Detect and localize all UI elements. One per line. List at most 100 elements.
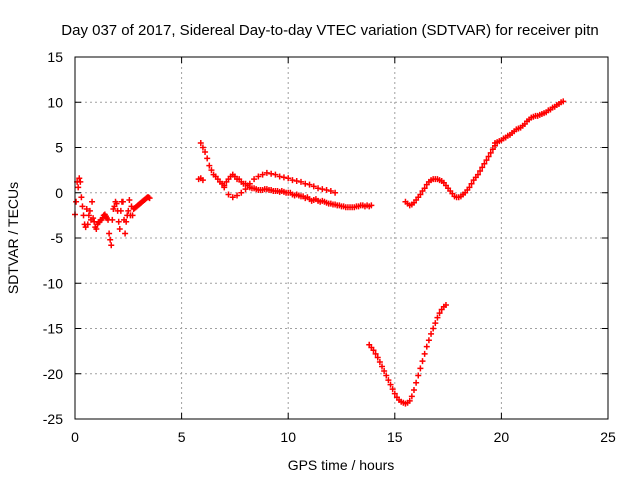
data-point [91,218,98,225]
data-point [107,236,114,243]
data-point [255,173,262,180]
data-point [89,198,96,205]
data-point [119,198,126,205]
y-tick-label: 15 [47,49,63,65]
data-point [75,184,82,191]
data-point [432,320,439,327]
data-point [376,358,383,365]
data-point [272,171,279,178]
data-point [285,175,292,182]
axis-ticks: 0 5 10 15 20 25 -25 -20 -15 -10 -5 0 5 10 15 [43,49,616,445]
data-point [108,242,115,249]
data-point [323,187,330,194]
data-point [379,363,386,370]
data-point [79,203,86,210]
data-point [78,194,85,201]
data-point [80,212,87,219]
data-point [122,230,129,237]
x-tick-label: 5 [178,429,186,445]
data-point [466,184,473,191]
data-point [419,358,426,365]
data-point [123,218,130,225]
data-point [289,177,296,184]
data-point [485,153,492,160]
data-point [268,170,275,177]
data-point [434,314,441,321]
data-point [246,180,253,187]
x-tick-label: 25 [600,429,616,445]
data-point [86,207,93,214]
y-tick-label: -25 [43,411,63,427]
y-axis-label: SDTVAR / TECUs [5,182,21,294]
data-point [425,337,432,344]
y-tick-label: -20 [43,366,63,382]
data-point [208,167,215,174]
data-point [481,160,488,167]
y-tick-label: -15 [43,321,63,337]
data-point [238,189,245,196]
chart-title: Day 037 of 2017, Sidereal Day-to-day VTE… [61,22,598,39]
data-point [436,310,443,317]
y-tick-label: 5 [55,140,63,156]
data-point [93,225,100,232]
data-points [72,98,567,407]
data-point [109,216,116,223]
data-point [327,187,334,194]
y-tick-label: -5 [51,230,64,246]
data-point [106,230,113,237]
data-point [477,168,484,175]
data-point [204,155,211,162]
data-point [415,372,422,379]
data-point [417,365,424,372]
data-point [315,185,322,192]
data-point [116,225,123,232]
data-point [85,212,92,219]
plot-frame [74,56,609,420]
data-point [374,354,381,361]
data-point [90,215,97,222]
data-point [280,174,287,181]
data-point [242,186,249,193]
data-point [442,301,449,308]
data-point [430,325,437,332]
data-point [474,171,481,178]
y-tick-label: 10 [47,94,63,110]
data-point [76,175,83,182]
data-point [372,350,379,357]
data-point [206,162,213,169]
data-point [251,176,258,183]
data-point [263,169,270,176]
data-point [423,343,430,350]
data-point [77,178,84,185]
data-point [199,144,206,151]
data-point [310,183,317,190]
x-tick-label: 10 [280,429,296,445]
data-point [391,390,398,397]
data-point [113,200,120,207]
data-point [406,397,413,404]
data-point [306,181,313,188]
data-point [197,139,204,146]
data-point [383,372,390,379]
x-tick-label: 15 [387,429,403,445]
data-point [234,192,241,199]
data-point [293,177,300,184]
data-point [84,221,91,228]
data-point [381,368,388,375]
x-tick-label: 20 [494,429,510,445]
data-point [387,381,394,388]
y-tick-label: 0 [55,185,63,201]
y-tick-label: -10 [43,275,63,291]
data-point [370,347,377,354]
data-point [487,149,494,156]
data-point [417,191,424,198]
data-point [389,386,396,393]
x-axis-label: GPS time / hours [288,457,395,473]
x-tick-label: 0 [71,429,79,445]
data-point [302,180,309,187]
data-point [259,171,266,178]
data-point [202,149,209,156]
data-point [83,206,90,213]
data-point [276,173,283,180]
